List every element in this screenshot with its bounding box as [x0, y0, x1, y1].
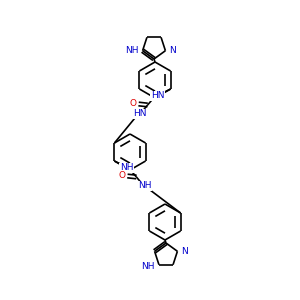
Text: NH: NH [125, 46, 139, 55]
Text: HN: HN [133, 110, 146, 118]
Text: HN: HN [151, 92, 164, 100]
Text: N: N [169, 46, 176, 55]
Text: O: O [130, 98, 136, 107]
Text: NH: NH [138, 182, 151, 190]
Text: O: O [118, 170, 125, 179]
Text: N: N [182, 247, 188, 256]
Text: NH: NH [120, 164, 133, 172]
Text: NH: NH [141, 262, 155, 271]
